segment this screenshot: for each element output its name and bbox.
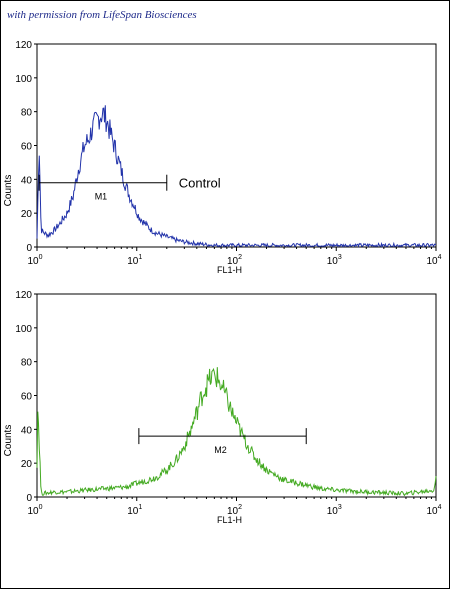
y-tick-label: 40 — [21, 175, 33, 186]
y-tick-label: 100 — [15, 324, 32, 335]
histogram-panel-1: 0 20 40 60 80 100 120 Counts 100 101 102 103 104 FL1-… — [3, 40, 442, 275]
y-tick-label: 0 — [26, 243, 32, 254]
x-tick-label: 101 — [127, 254, 142, 267]
y-tick-label: 100 — [15, 74, 32, 85]
y-tick-label: 20 — [21, 459, 33, 470]
plot-area — [36, 293, 437, 498]
x-tick-label: 100 — [27, 254, 42, 267]
plot-area — [36, 43, 437, 248]
x-axis-label: FL1-H — [217, 265, 242, 275]
histogram-panel-2: 0 20 40 60 80 100 120 Counts 100 101 102 103 104 FL1-… — [3, 290, 442, 525]
x-tick-label: 103 — [327, 504, 342, 517]
marker-label: M1 — [95, 192, 108, 202]
x-tick-label: 103 — [327, 254, 342, 267]
control-annotation: Control — [179, 176, 221, 191]
credit-text: with permission from LifeSpan Bioscience… — [7, 9, 197, 21]
x-tick-label: 104 — [426, 504, 441, 517]
y-axis: 0 20 40 60 80 100 120 — [15, 40, 37, 254]
y-tick-label: 60 — [21, 142, 33, 153]
x-axis: 100 101 102 103 104 — [27, 247, 442, 267]
y-axis-label: Counts — [3, 425, 14, 457]
y-tick-label: 0 — [26, 493, 32, 504]
x-tick-label: 100 — [27, 504, 42, 517]
histogram-trace — [36, 367, 437, 497]
y-tick-label: 20 — [21, 209, 33, 220]
histogram-trace — [36, 105, 437, 248]
y-tick-label: 80 — [21, 358, 33, 369]
x-tick-label: 102 — [227, 504, 242, 517]
marker-bracket: M1 — [38, 174, 168, 202]
y-tick-label: 40 — [21, 425, 33, 436]
y-tick-label: 120 — [15, 40, 32, 51]
x-tick-label: 104 — [426, 254, 441, 267]
x-tick-label: 101 — [127, 504, 142, 517]
x-axis-label: FL1-H — [217, 515, 242, 525]
marker-bracket: M2 — [138, 428, 307, 455]
y-tick-label: 80 — [21, 108, 33, 119]
x-axis: 100 101 102 103 104 — [27, 497, 442, 517]
x-tick-label: 102 — [227, 254, 242, 267]
marker-label: M2 — [214, 445, 227, 455]
y-axis-label: Counts — [3, 175, 14, 207]
y-axis: 0 20 40 60 80 100 120 — [15, 290, 37, 504]
y-tick-label: 120 — [15, 290, 32, 301]
y-tick-label: 60 — [21, 392, 33, 403]
